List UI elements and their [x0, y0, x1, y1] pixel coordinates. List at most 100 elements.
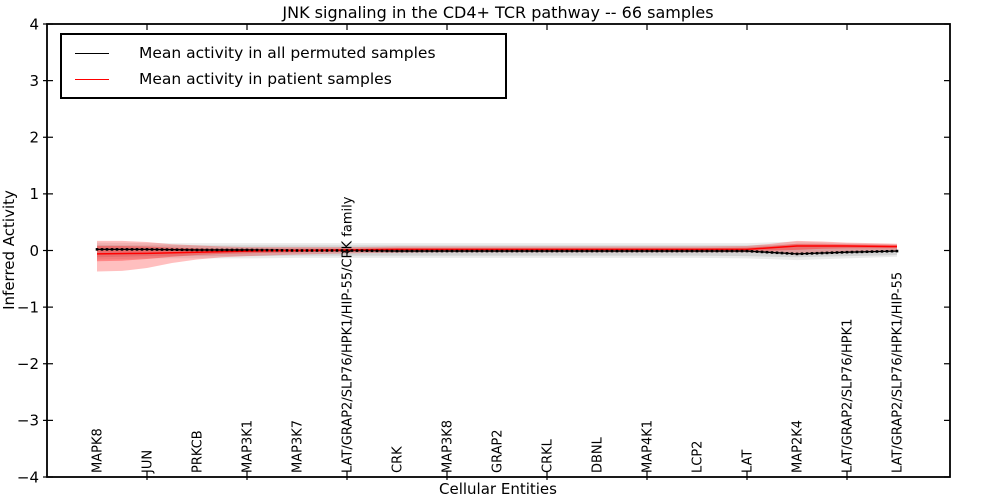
- y-tick-label: −1: [17, 298, 39, 316]
- data-point-marker: [745, 249, 749, 253]
- data-point-marker: [390, 249, 394, 253]
- data-point-marker: [575, 249, 579, 253]
- data-point-marker: [785, 252, 789, 255]
- data-point-marker: [230, 248, 234, 252]
- data-point-marker: [780, 251, 784, 255]
- data-point-marker: [540, 249, 544, 253]
- x-category-label: GRAP2: [491, 429, 506, 473]
- data-point-marker: [120, 248, 124, 251]
- data-point-marker: [420, 249, 424, 253]
- legend-label-permuted: Mean activity in all permuted samples: [139, 44, 436, 62]
- data-point-marker: [890, 249, 894, 253]
- data-point-marker: [505, 249, 509, 253]
- y-tick-label: 3: [29, 72, 39, 90]
- markers-layer: [95, 248, 899, 256]
- data-point-marker: [615, 249, 619, 253]
- data-point-marker: [450, 249, 454, 253]
- data-point-marker: [340, 249, 344, 252]
- data-point-marker: [800, 252, 804, 256]
- axes-layer: 4 3 2 1 0 −1 −2 −3 −4 MAPK8 JUN PRKCB MAP3K1 MAP3K7 LA…: [17, 15, 951, 486]
- data-point-marker: [660, 249, 664, 253]
- data-point-marker: [810, 252, 814, 255]
- data-point-marker: [360, 249, 364, 252]
- data-point-marker: [175, 248, 179, 252]
- data-point-marker: [305, 249, 309, 252]
- data-point-marker: [670, 249, 674, 253]
- data-point-marker: [155, 248, 159, 251]
- x-category-label: CRK: [391, 446, 406, 473]
- data-point-marker: [590, 249, 594, 253]
- data-point-marker: [565, 249, 569, 253]
- data-point-marker: [270, 248, 274, 252]
- x-category-label: MAP3K7: [291, 420, 306, 473]
- data-point-marker: [760, 250, 764, 254]
- y-tick-label: −2: [17, 355, 39, 373]
- data-point-marker: [825, 251, 829, 255]
- data-point-marker: [355, 249, 359, 252]
- data-point-marker: [380, 249, 384, 253]
- data-point-marker: [870, 250, 874, 253]
- data-point-marker: [775, 251, 779, 255]
- data-point-marker: [735, 249, 739, 253]
- data-point-marker: [330, 249, 334, 252]
- data-point-marker: [430, 249, 434, 253]
- x-category-label: MAP3K1: [241, 420, 256, 473]
- data-point-marker: [245, 248, 249, 252]
- data-point-marker: [140, 248, 144, 251]
- legend-label-patient: Mean activity in patient samples: [139, 70, 392, 88]
- data-point-marker: [395, 249, 399, 253]
- data-point-marker: [830, 251, 834, 255]
- legend-entry-permuted: Mean activity in all permuted samples: [62, 40, 505, 66]
- data-point-marker: [200, 248, 204, 252]
- data-point-marker: [620, 249, 624, 253]
- data-point-marker: [850, 250, 854, 254]
- x-category-label: LCP2: [691, 441, 706, 473]
- data-point-marker: [250, 248, 254, 252]
- x-category-label: MAPK8: [91, 428, 106, 473]
- red-line-swatch: [75, 78, 109, 80]
- data-point-marker: [655, 249, 659, 253]
- data-point-marker: [855, 250, 859, 254]
- data-point-marker: [95, 248, 99, 251]
- data-point-marker: [345, 249, 349, 252]
- data-point-marker: [515, 249, 519, 253]
- data-point-marker: [325, 249, 329, 252]
- data-point-marker: [190, 248, 194, 252]
- data-point-marker: [640, 249, 644, 253]
- series-line: [96, 245, 898, 255]
- x-category-label: JUN: [141, 450, 156, 474]
- data-point-marker: [315, 249, 319, 252]
- data-point-marker: [210, 248, 214, 252]
- data-point-marker: [875, 250, 879, 253]
- data-point-marker: [880, 250, 884, 253]
- data-point-marker: [185, 248, 189, 252]
- data-point-marker: [525, 249, 529, 253]
- data-point-marker: [645, 249, 649, 253]
- data-point-marker: [805, 252, 809, 255]
- data-point-marker: [550, 249, 554, 253]
- data-point-marker: [440, 249, 444, 253]
- data-point-marker: [115, 248, 119, 251]
- x-category-label: LAT/GRAP2/SLP76/HPK1/HIP-55/CRK family: [341, 196, 356, 473]
- data-point-marker: [630, 249, 634, 253]
- data-point-marker: [690, 249, 694, 253]
- data-point-marker: [160, 248, 164, 251]
- x-category-label: MAP4K1: [641, 420, 656, 473]
- data-point-marker: [750, 250, 754, 253]
- patient-samples-range-outer-band: [97, 240, 897, 272]
- data-point-marker: [385, 249, 389, 253]
- data-point-marker: [675, 249, 679, 253]
- data-point-marker: [695, 249, 699, 253]
- x-category-label: MAP3K8: [441, 420, 456, 473]
- data-point-marker: [815, 251, 819, 255]
- data-point-marker: [500, 249, 504, 253]
- data-point-marker: [605, 249, 609, 253]
- data-point-marker: [400, 249, 404, 253]
- data-point-marker: [105, 248, 109, 251]
- data-point-marker: [465, 249, 469, 253]
- x-category-label: MAP2K4: [791, 420, 806, 473]
- data-point-marker: [265, 248, 269, 252]
- data-point-marker: [445, 249, 449, 253]
